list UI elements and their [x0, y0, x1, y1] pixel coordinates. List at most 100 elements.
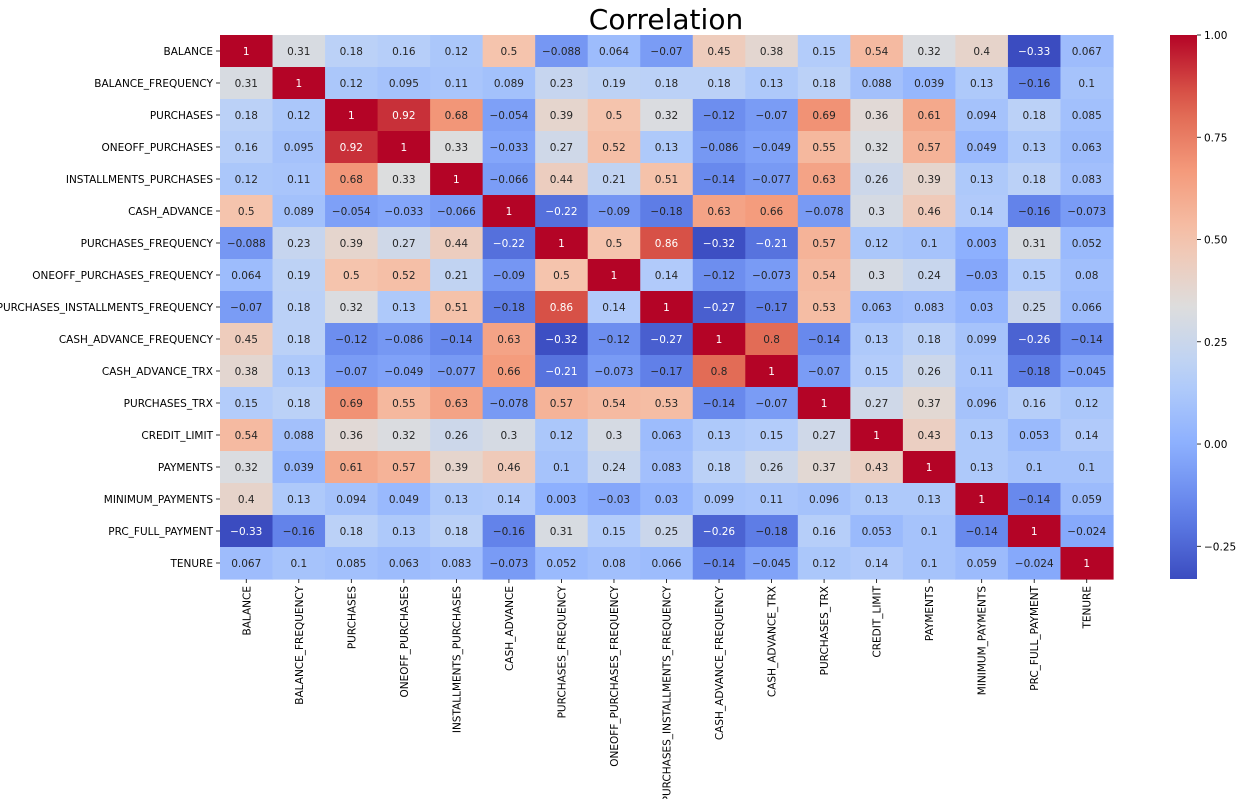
heatmap-cell: [325, 67, 379, 100]
heatmap-cell: [482, 163, 536, 196]
column-label: BALANCE_FREQUENCY: [294, 585, 306, 704]
heatmap-cell-value: 1: [611, 270, 618, 282]
heatmap-cell-value: −0.088: [227, 238, 266, 250]
heatmap-cell-value: 0.61: [917, 110, 940, 122]
heatmap-cell-value: 0.26: [917, 366, 941, 378]
heatmap-cell: [902, 515, 957, 548]
heatmap-cell-value: −0.07: [755, 398, 787, 410]
heatmap-cell: [482, 355, 536, 388]
heatmap-cell-value: 0.083: [441, 558, 471, 570]
heatmap-cell: [797, 131, 851, 164]
heatmap-cell: [850, 195, 904, 228]
heatmap-cell-value: 0.5: [238, 206, 255, 218]
heatmap-cell-value: 0.15: [760, 430, 783, 442]
heatmap-cell: [377, 67, 431, 100]
heatmap-cell-value: 0.089: [494, 78, 524, 90]
heatmap-cell: [272, 259, 326, 292]
heatmap-cell: [797, 291, 851, 324]
heatmap-cell-value: 0.32: [655, 110, 678, 122]
heatmap-cell: [587, 67, 641, 100]
row-label: PRC_FULL_PAYMENT: [108, 526, 213, 538]
heatmap-cell: [220, 515, 274, 548]
heatmap-cell: [587, 451, 641, 484]
heatmap-cell-value: 0.68: [340, 174, 363, 186]
heatmap-cell-value: 1: [1031, 526, 1038, 538]
heatmap-cell: [587, 99, 641, 132]
heatmap-cell: [1007, 259, 1062, 292]
heatmap-cell-value: 0.18: [287, 302, 310, 314]
heatmap-cell: [902, 35, 957, 68]
heatmap-cell-value: 0.92: [340, 142, 363, 154]
heatmap-cell-value: −0.21: [545, 366, 577, 378]
heatmap-cell-value: 0.15: [812, 46, 835, 58]
heatmap-cell-value: 0.24: [602, 462, 626, 474]
heatmap-cell: [1007, 227, 1062, 260]
heatmap-cell: [430, 547, 484, 580]
heatmap-cell: [377, 355, 431, 388]
heatmap-cell-value: 0.63: [445, 398, 468, 410]
heatmap-cell-value: −0.086: [700, 142, 739, 154]
colorbar-tick-label: 0.00: [1204, 439, 1227, 451]
heatmap-cell: [272, 419, 326, 452]
heatmap-cell: [1007, 99, 1062, 132]
heatmap-cell-value: 0.12: [1075, 398, 1098, 410]
heatmap-cell-value: 0.18: [235, 110, 258, 122]
heatmap-cell-value: 0.38: [760, 46, 783, 58]
column-label: INSTALLMENTS_PURCHASES: [451, 586, 463, 733]
heatmap-cell-value: 0.21: [445, 270, 468, 282]
heatmap-cell: [745, 227, 799, 260]
heatmap-cell: [1060, 259, 1114, 292]
heatmap-cell: [640, 291, 694, 324]
heatmap-cell-value: 0.083: [914, 302, 944, 314]
heatmap-cell-value: 0.27: [550, 142, 573, 154]
heatmap-cell: [797, 163, 851, 196]
heatmap-cell-value: −0.14: [703, 398, 735, 410]
row-label: MINIMUM_PAYMENTS: [104, 494, 214, 506]
heatmap-cell-value: −0.16: [283, 526, 315, 538]
heatmap-cell-value: 0.13: [392, 526, 415, 538]
heatmap-cell: [272, 387, 326, 420]
heatmap-cell: [640, 195, 694, 228]
column-label: PURCHASES_INSTALLMENTS_FREQUENCY: [662, 585, 674, 799]
heatmap-cell: [902, 451, 957, 484]
heatmap-cell-value: −0.12: [598, 334, 630, 346]
heatmap-cell: [1007, 515, 1062, 548]
heatmap-cell: [430, 451, 484, 484]
heatmap-cell: [850, 99, 904, 132]
heatmap-cell: [797, 483, 851, 516]
heatmap-cell: [1007, 419, 1062, 452]
heatmap-cell-value: 0.32: [340, 302, 363, 314]
heatmap-cell-value: 1: [243, 46, 250, 58]
heatmap-cell: [745, 483, 799, 516]
heatmap-cell-value: −0.045: [1067, 366, 1106, 378]
heatmap-cell-value: 0.46: [497, 462, 521, 474]
heatmap-cell-value: −0.27: [703, 302, 735, 314]
heatmap-cell: [745, 291, 799, 324]
heatmap-cell: [902, 419, 957, 452]
heatmap-cell: [1007, 483, 1062, 516]
heatmap-cell-value: 0.55: [812, 142, 835, 154]
heatmap-cell-value: 0.51: [445, 302, 468, 314]
row-label: PURCHASES_TRX: [124, 398, 213, 410]
heatmap-cell: [220, 131, 274, 164]
heatmap-cell-value: 0.12: [865, 238, 888, 250]
heatmap-cell-value: 0.32: [917, 46, 940, 58]
heatmap-cell-value: 0.12: [550, 430, 573, 442]
heatmap-cell: [850, 547, 904, 580]
colorbar-tick-label: 1.00: [1204, 30, 1227, 42]
heatmap-cell: [220, 227, 274, 260]
heatmap-cell: [640, 67, 694, 100]
heatmap-cell: [902, 67, 957, 100]
heatmap-cell-value: 0.039: [914, 78, 944, 90]
heatmap-cell: [587, 227, 641, 260]
heatmap-cell: [955, 451, 1009, 484]
heatmap-cell: [797, 515, 851, 548]
heatmap-cell: [797, 227, 851, 260]
heatmap-cell-value: 0.38: [235, 366, 258, 378]
heatmap-cell-value: −0.33: [230, 526, 262, 538]
heatmap-cell: [587, 419, 641, 452]
heatmap-cell: [272, 35, 326, 68]
heatmap-cell-value: 0.33: [445, 142, 468, 154]
heatmap-cell-value: 1: [558, 238, 565, 250]
column-label: BALANCE: [241, 586, 253, 635]
